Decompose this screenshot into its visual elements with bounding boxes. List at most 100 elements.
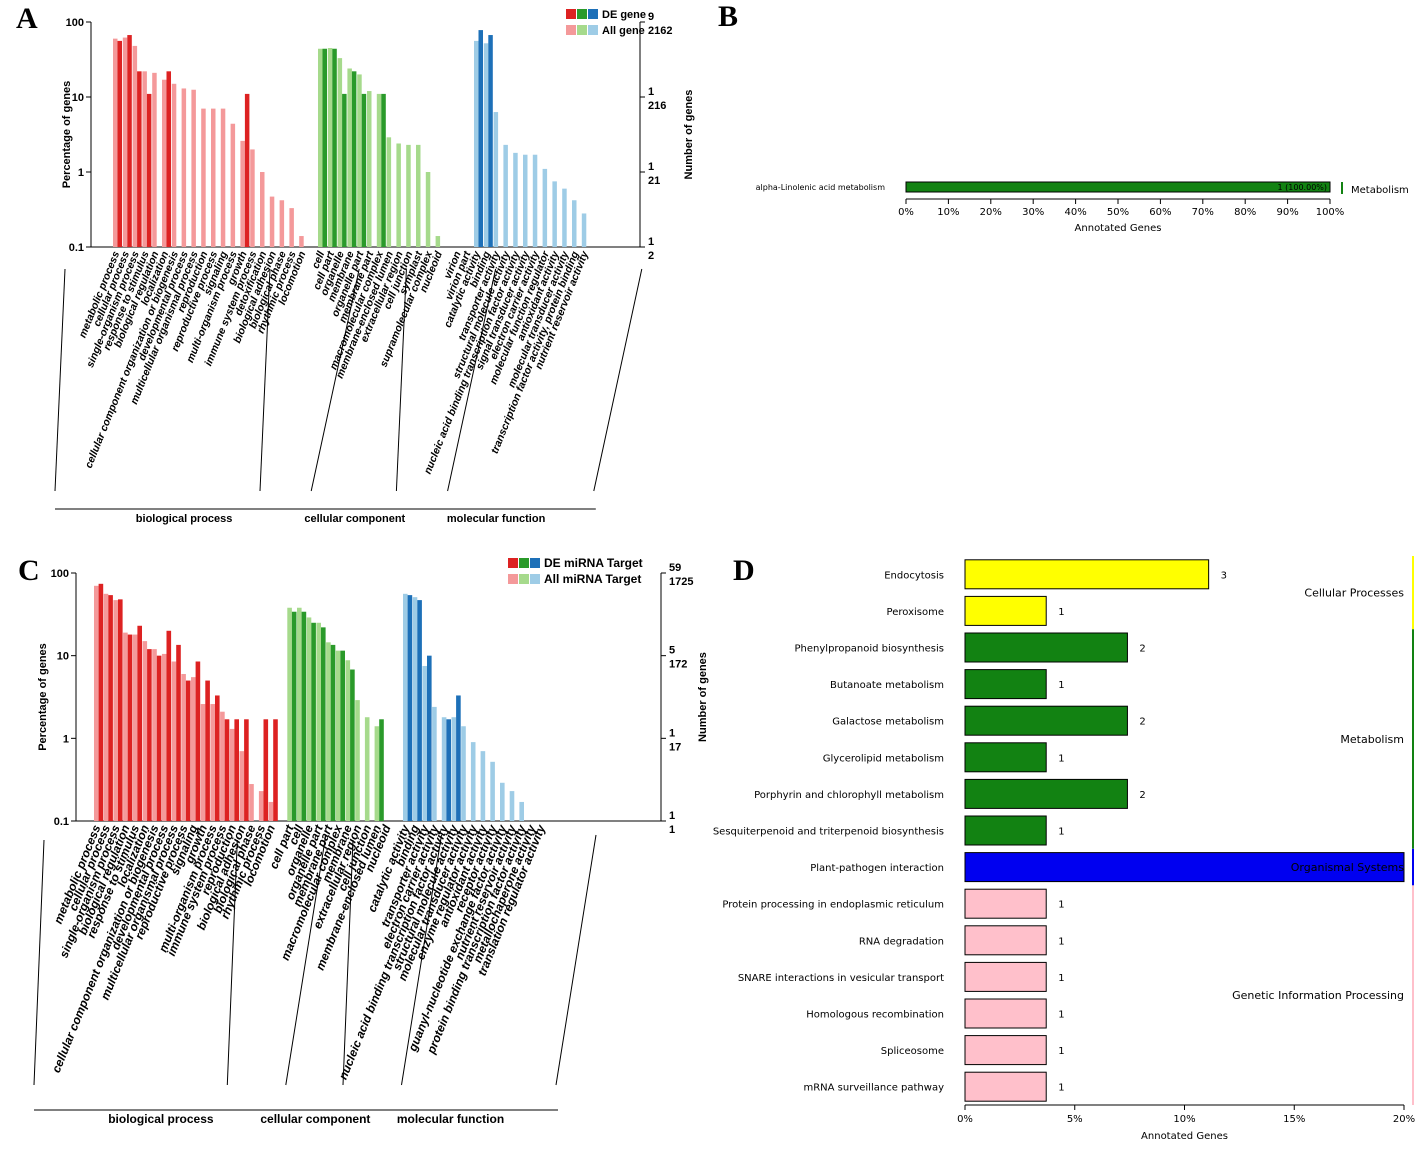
right-tick-bottom: 2162 (648, 25, 672, 37)
pathway-label: Phenylpropanoid biosynthesis (795, 644, 944, 655)
legend-swatch (588, 9, 598, 19)
bar-count-label: 1 (1058, 1083, 1064, 1094)
group-bracket-slant (593, 268, 643, 492)
group-bracket-slant (447, 268, 497, 492)
bar-de (381, 93, 386, 248)
bar-de (488, 35, 493, 247)
legend-swatch (519, 558, 529, 568)
group-label: cellular component (304, 513, 405, 525)
bar-de (350, 669, 355, 821)
pathway-label: Peroxisome (887, 607, 944, 618)
bar-de (234, 719, 239, 821)
bar-all (258, 791, 264, 821)
bar-all (171, 661, 177, 821)
x-tick-label: 5% (1067, 1114, 1083, 1125)
bar-count-label: 2 (1139, 644, 1145, 655)
right-tick-bottom: 172 (669, 659, 687, 671)
pathway-bar (964, 961, 1047, 992)
bar-all (490, 761, 495, 821)
bar-all (374, 726, 380, 821)
bar-all (230, 123, 236, 247)
bar-de (176, 644, 181, 821)
y-tick-label: 1 (63, 733, 69, 745)
bar-all (412, 597, 418, 821)
bar-all (201, 108, 206, 247)
pathway-bar (964, 925, 1047, 956)
legend-swatch (566, 9, 576, 19)
bar-de (98, 583, 104, 821)
bar-all (500, 782, 505, 821)
right-tick-top: 59 (669, 562, 681, 574)
y-axis-title-right: Number of genes (683, 90, 695, 180)
bar-de (224, 719, 230, 821)
pathway-bar (964, 778, 1128, 809)
panel-letter-a: A (16, 2, 38, 35)
pathway-bar (964, 852, 1405, 883)
x-tick-label: 0% (957, 1114, 973, 1125)
bar-count-label: 1 (1058, 680, 1064, 691)
group-label: biological process (108, 1112, 214, 1126)
y-tick-label: 10 (72, 92, 84, 104)
bar-value-label: 1 (100.00%) (1278, 183, 1327, 192)
bar-all (171, 83, 177, 247)
legend-swatch (508, 558, 518, 568)
panel-letter-c: C (18, 554, 40, 587)
x-tick-label: 60% (1149, 207, 1171, 218)
group-bracket-slant (401, 834, 442, 1086)
bar-all (503, 144, 508, 247)
bar-count-label: 1 (1058, 753, 1064, 764)
bar-all (249, 784, 254, 821)
bar-all (519, 801, 524, 821)
bar-all (152, 72, 157, 247)
pathway-label: Porphyrin and chlorophyll metabolism (754, 790, 944, 801)
bar-de (446, 719, 451, 821)
bar-all (480, 751, 486, 821)
bar-all (396, 143, 401, 247)
group-label: molecular function (447, 513, 546, 525)
bar-de (147, 649, 152, 821)
bar-de (322, 48, 327, 247)
bar-all (162, 79, 167, 247)
pathway-label: Sesquiterpenoid and triterpenoid biosynt… (713, 827, 944, 838)
bar-all (572, 200, 577, 247)
pathway-label: SNARE interactions in vesicular transpor… (738, 973, 944, 984)
legend-swatch (519, 574, 529, 584)
group-bracket-slant (33, 839, 45, 1086)
group-label: Organismal Systems (1291, 861, 1404, 874)
bar-all (181, 88, 187, 247)
bar-all (581, 213, 587, 247)
legend-swatch (566, 25, 576, 35)
bar-all (142, 71, 147, 247)
bar-count-label: 1 (1058, 900, 1064, 911)
bar-de (244, 93, 250, 248)
x-axis-title: Annotated Genes (1075, 223, 1162, 234)
bar-de (427, 655, 432, 821)
bar-de (340, 650, 345, 821)
bar-all (200, 704, 206, 821)
bar-de (456, 695, 461, 821)
bar-all (229, 728, 235, 821)
group-bracket-slant (259, 268, 271, 492)
bar-all (376, 93, 382, 248)
bar-de (330, 644, 336, 821)
x-tick-label: 15% (1283, 1114, 1305, 1125)
bar-count-label: 1 (1058, 936, 1064, 947)
bar-de (311, 622, 316, 821)
y-axis-title: Percentage of genes (37, 643, 49, 751)
bar-de (361, 93, 367, 248)
group-bracket-slant (395, 268, 407, 492)
bar-de (108, 595, 113, 821)
bar-de (137, 625, 142, 821)
bar-de (166, 630, 172, 821)
bar-de (118, 599, 123, 821)
right-tick-top: 1 (669, 727, 675, 739)
legend-swatch (530, 558, 540, 568)
bar-all (347, 68, 352, 247)
bar-all (337, 58, 343, 248)
go-chart-a: 100 10 1 0.1 9 2162 1 216 1 21 1 2 Percentage of gen… (54, 9, 695, 525)
bar-all (287, 607, 292, 821)
bar-all (425, 172, 431, 247)
pathway-bar (964, 998, 1047, 1029)
right-tick-top: 1 (669, 810, 675, 822)
bar-de (195, 661, 201, 821)
